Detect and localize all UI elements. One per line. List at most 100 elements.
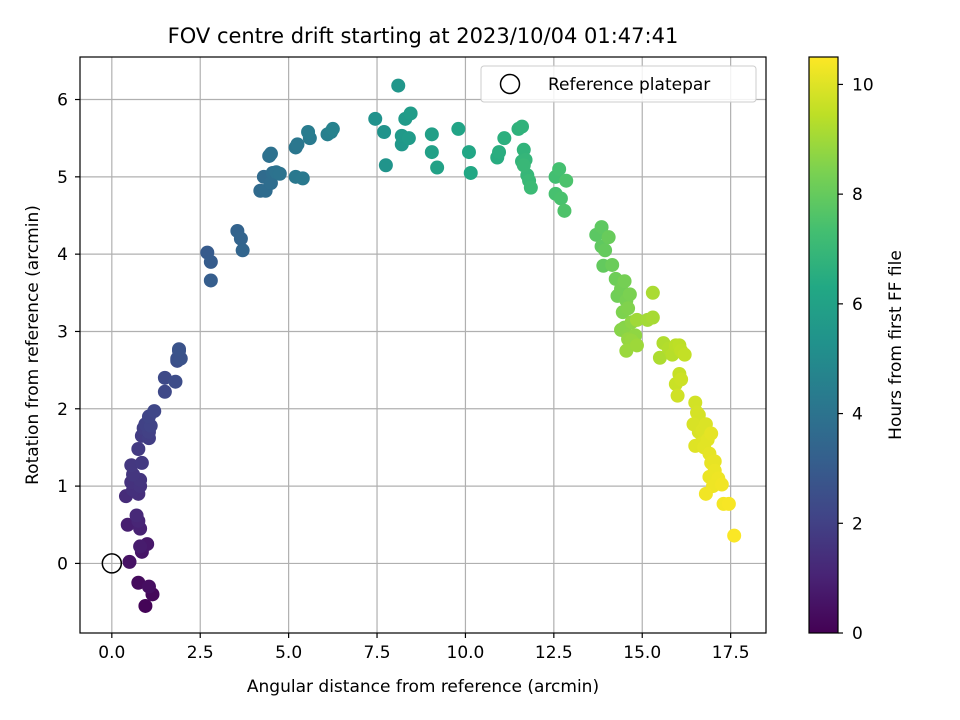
data-point	[172, 342, 187, 357]
legend-entry: Reference platepar	[548, 75, 710, 95]
data-point	[515, 119, 530, 134]
data-point	[629, 312, 644, 327]
data-point	[147, 404, 162, 419]
y-axis-ticks: 0 1 2 3 4 5 6	[57, 91, 80, 574]
data-point	[368, 111, 383, 126]
data-point	[621, 301, 636, 316]
data-point	[141, 579, 156, 594]
data-point	[652, 350, 667, 365]
data-point	[134, 455, 149, 470]
data-point	[461, 145, 476, 160]
data-point	[430, 160, 445, 175]
data-point	[559, 173, 574, 188]
reference-point	[101, 553, 123, 574]
x-axis-ticks: 0.0 2.5 5.0 7.5 10.0 12.5 15.0 17.5	[98, 633, 750, 663]
colorbar-tick-label: 8	[852, 185, 863, 205]
data-point	[645, 310, 660, 325]
data-point	[605, 257, 620, 272]
x-tick-label: 12.5	[535, 643, 573, 663]
data-point	[601, 230, 616, 245]
y-tick-label: 1	[57, 477, 68, 497]
data-point	[594, 220, 609, 235]
y-tick-label: 2	[57, 400, 68, 420]
data-point	[138, 598, 153, 613]
data-point	[157, 384, 172, 399]
data-point	[698, 486, 713, 501]
data-point	[497, 131, 512, 146]
colorbar-gradient	[808, 56, 839, 634]
data-point	[645, 285, 660, 300]
data-point	[290, 137, 305, 152]
data-point	[272, 166, 287, 181]
data-point	[451, 121, 466, 136]
data-point	[677, 347, 692, 362]
colorbar-ticks: 0 2 4 6 8 10	[838, 75, 874, 644]
y-axis-label: Rotation from reference (arcmin)	[23, 205, 43, 485]
colorbar-label: Hours from first FF file	[886, 250, 906, 440]
colorbar-tick-label: 4	[852, 405, 863, 425]
colorbar-tick-label: 0	[852, 624, 863, 644]
data-point	[233, 231, 248, 246]
data-point	[516, 158, 531, 173]
data-point	[325, 121, 340, 136]
y-tick-label: 3	[57, 322, 68, 342]
data-point	[714, 477, 729, 492]
colorbar-tick-label: 2	[852, 514, 863, 534]
plot-frame	[79, 56, 767, 634]
data-point	[553, 191, 568, 206]
data-point	[131, 441, 146, 456]
data-point	[424, 145, 439, 160]
chart-title: FOV centre drift starting at 2023/10/04 …	[168, 24, 679, 48]
legend-box	[480, 65, 757, 103]
data-point	[129, 508, 144, 523]
data-point	[124, 458, 139, 473]
data-point	[120, 517, 135, 532]
colorbar: 0 2 4 6 8 10 Hours from first FF file	[808, 56, 906, 644]
data-point	[463, 165, 478, 180]
x-tick-label: 7.5	[364, 643, 391, 663]
data-point	[424, 127, 439, 142]
data-point	[168, 374, 183, 389]
legend-marker	[499, 73, 521, 95]
data-point	[133, 539, 148, 554]
y-tick-label: 6	[57, 91, 68, 111]
data-point	[704, 426, 719, 441]
x-tick-label: 0.0	[98, 643, 125, 663]
x-tick-label: 17.5	[712, 643, 750, 663]
data-point	[295, 171, 310, 186]
data-point	[674, 372, 689, 387]
data-point	[622, 287, 637, 302]
data-point	[523, 180, 538, 195]
legend: Reference platepar	[480, 65, 757, 103]
y-tick-label: 4	[57, 245, 68, 265]
data-point	[157, 370, 172, 385]
data-point	[235, 243, 250, 258]
data-point	[552, 162, 567, 177]
data-point	[557, 203, 572, 218]
data-point	[629, 338, 644, 353]
data-point	[122, 554, 137, 569]
data-point	[492, 145, 507, 160]
data-point	[619, 343, 634, 358]
x-tick-label: 5.0	[275, 643, 302, 663]
x-tick-label: 10.0	[447, 643, 485, 663]
data-point	[378, 158, 393, 173]
grid-lines	[80, 57, 766, 633]
data-point	[401, 131, 416, 146]
data-point	[391, 78, 406, 93]
data-point	[598, 243, 613, 258]
colorbar-tick-label: 6	[852, 295, 863, 315]
data-point	[403, 106, 418, 121]
data-point	[377, 124, 392, 139]
x-tick-label: 15.0	[623, 643, 661, 663]
x-axis-label: Angular distance from reference (arcmin)	[247, 677, 599, 697]
data-point	[301, 124, 316, 139]
y-tick-label: 0	[57, 554, 68, 574]
data-point	[131, 575, 146, 590]
data-point	[727, 528, 742, 543]
data-point	[203, 254, 218, 269]
colorbar-tick-label: 10	[852, 75, 874, 95]
y-tick-label: 5	[57, 168, 68, 188]
scatter-points	[118, 78, 742, 613]
